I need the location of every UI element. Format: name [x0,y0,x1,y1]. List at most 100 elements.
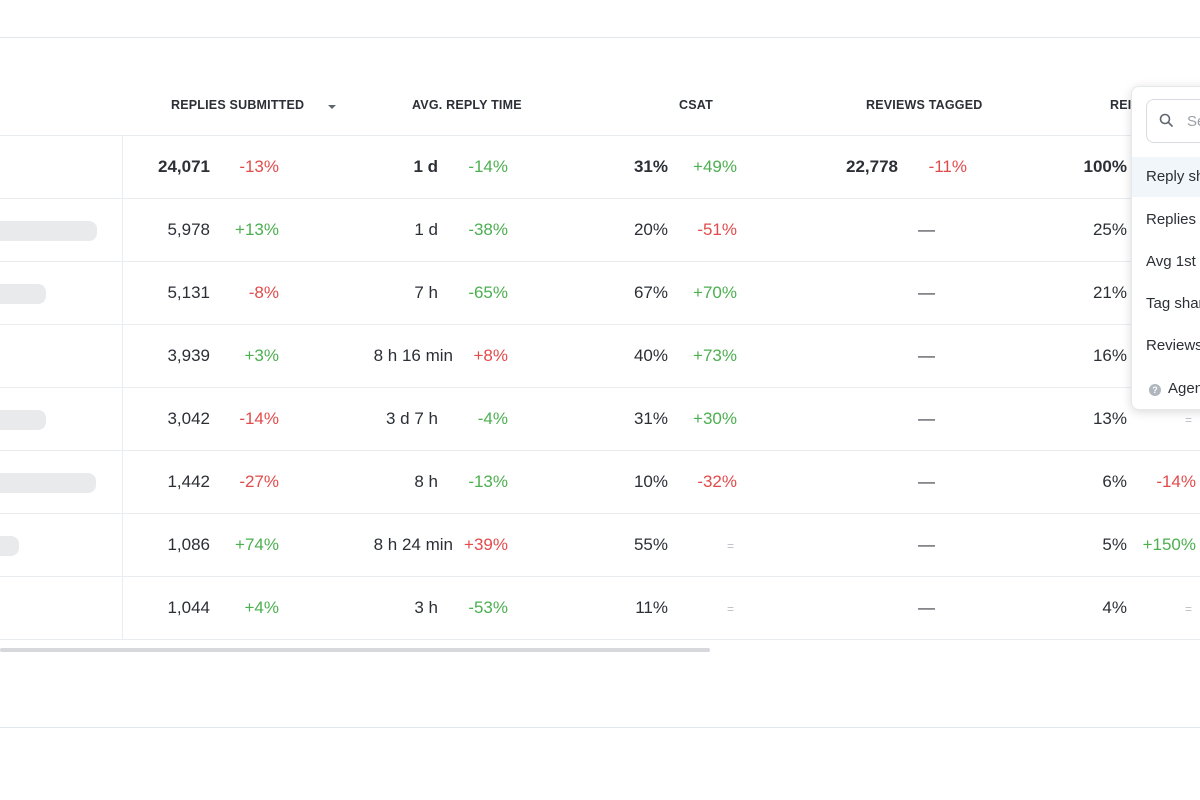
name-placeholder-bar [0,284,46,304]
help-icon: ? [1149,384,1161,396]
share-value: 4% [1102,598,1127,617]
tagged-value: — [918,472,935,491]
share-value: 6% [1102,472,1127,491]
card-top-border [0,37,1200,38]
replies-delta: -14% [239,409,279,428]
search-placeholder: Se [1187,113,1200,130]
replies-value: 5,978 [167,220,210,239]
replies-delta: +13% [235,220,279,239]
header-reply-share[interactable]: REI [1110,98,1132,112]
reply-time-value: 8 h 16 min [373,346,453,365]
table-row[interactable]: 1,044 +4% 3 h -53% 11% = — 4% = [0,576,1200,640]
replies-delta: -13% [239,157,279,176]
csat-value: 11% [635,598,668,617]
reply-time-value: 1 d [413,157,438,176]
share-delta: = [1185,413,1193,427]
tagged-value: — [918,535,935,554]
table-row[interactable]: 1,086 +74% 8 h 24 min +39% 55% = — 5% +1… [0,513,1200,576]
table-row[interactable]: 5,978 +13% 1 d -38% 20% -51% — 25% [0,198,1200,261]
replies-value: 1,044 [167,598,210,617]
table-row[interactable]: 5,131 -8% 7 h -65% 67% +70% — 21% [0,261,1200,324]
reply-time-delta: -65% [468,283,508,302]
csat-value: 67% [633,283,668,302]
share-value: 16% [1092,346,1127,365]
menu-item-reviews[interactable]: Reviews [1146,337,1200,354]
replies-value: 1,086 [167,535,210,554]
menu-item-tag-share[interactable]: Tag shar [1146,295,1200,312]
reply-time-delta: -38% [468,220,508,239]
reply-time-delta: -14% [468,157,508,176]
table-row-total: 24,071 -13% 1 d -14% 31% +49% 22,778 -11… [0,135,1200,198]
csat-value: 10% [633,472,668,491]
reply-time-delta: -53% [468,598,508,617]
csat-value: 40% [633,346,668,365]
reply-time-delta: +39% [464,535,508,554]
card-bottom-border [0,727,1200,728]
header-reviews-tagged[interactable]: REVIEWS TAGGED [866,98,983,112]
header-csat[interactable]: CSAT [679,98,713,112]
table-header: REPLIES SUBMITTED AVG. REPLY TIME CSAT R… [0,75,1200,135]
tagged-value: — [918,409,935,428]
share-value: 13% [1092,409,1127,428]
replies-delta: -8% [248,283,279,302]
name-placeholder-bar [0,536,19,556]
name-column-divider [122,135,123,640]
menu-item-agent[interactable]: Agen [1168,380,1200,397]
csat-delta: +73% [693,346,737,365]
search-icon [1159,113,1173,127]
replies-value: 3,939 [167,346,210,365]
share-delta: = [1185,602,1193,616]
csat-delta: +30% [693,409,737,428]
reply-time-value: 1 d [414,220,438,239]
replies-delta: +74% [235,535,279,554]
tagged-delta: -11% [928,157,967,176]
replies-value: 1,442 [167,472,210,491]
reply-time-delta: -13% [468,472,508,491]
share-value: 5% [1102,535,1127,554]
replies-value: 24,071 [158,157,210,176]
replies-delta: +4% [244,598,280,617]
share-value: 25% [1092,220,1127,239]
csat-delta: = [727,539,735,553]
reply-time-value: 3 d 7 h [386,409,438,428]
header-replies-submitted[interactable]: REPLIES SUBMITTED [171,98,305,112]
reply-time-value: 8 h [414,472,438,491]
replies-value: 5,131 [167,283,210,302]
tagged-value: — [918,220,935,239]
tagged-value: 22,778 [846,157,898,176]
tagged-value: — [918,346,935,365]
share-delta: -14% [1156,472,1196,491]
share-value: 100% [1083,157,1127,176]
horizontal-scrollbar[interactable] [0,648,710,652]
reply-time-delta: +8% [473,346,509,365]
name-placeholder-bar [0,410,46,430]
replies-delta: -27% [239,472,279,491]
table-row[interactable]: 3,939 +3% 8 h 16 min +8% 40% +73% — 16% [0,324,1200,387]
csat-delta: -32% [697,472,737,491]
csat-value: 20% [633,220,668,239]
tagged-value: — [918,283,935,302]
reply-time-value: 8 h 24 min [373,535,453,554]
column-search-input[interactable]: Se [1146,99,1200,143]
header-avg-reply-time[interactable]: AVG. REPLY TIME [412,98,522,112]
csat-value: 31% [633,409,668,428]
menu-item-reply-share[interactable]: Reply sh [1132,157,1200,197]
sort-desc-icon[interactable] [325,98,337,112]
csat-value: 55% [633,535,668,554]
reply-time-value: 7 h [414,283,438,302]
csat-delta: +70% [693,283,737,302]
metrics-table: REPLIES SUBMITTED AVG. REPLY TIME CSAT R… [0,75,1200,640]
menu-item-avg-1st[interactable]: Avg 1st [1146,253,1196,270]
replies-value: 3,042 [167,409,210,428]
table-row[interactable]: 3,042 -14% 3 d 7 h -4% 31% +30% — 13% = [0,387,1200,450]
tagged-value: — [918,598,935,617]
reply-time-value: 3 h [414,598,438,617]
reply-time-delta: -4% [477,409,508,428]
table-row[interactable]: 1,442 -27% 8 h -13% 10% -32% — 6% -14% [0,450,1200,513]
name-placeholder-bar [0,221,97,241]
menu-item-replies[interactable]: Replies [1146,211,1197,228]
csat-delta: = [727,602,735,616]
column-picker-panel: Se Reply sh Replies Avg 1st Tag shar Rev… [1131,86,1200,410]
csat-delta: -51% [697,220,737,239]
share-value: 21% [1092,283,1127,302]
